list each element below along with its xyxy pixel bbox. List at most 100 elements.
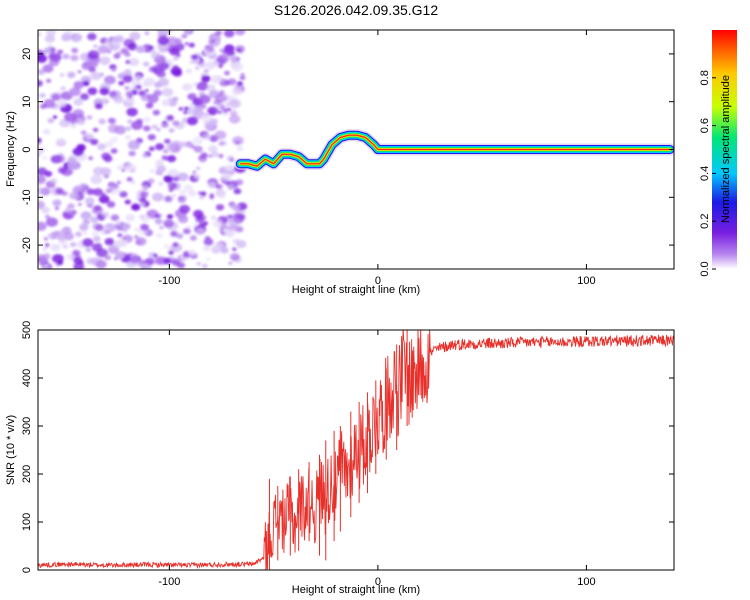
- noise-blob: [134, 235, 139, 239]
- noise-blob: [163, 175, 173, 183]
- noise-blob: [232, 136, 244, 146]
- noise-blob: [154, 218, 163, 225]
- y-tick-label: -20: [21, 237, 33, 253]
- colorbar-tick-label: 0.8: [699, 70, 711, 85]
- noise-blob: [204, 72, 209, 75]
- noise-blob: [77, 70, 82, 74]
- noise-blob: [220, 140, 227, 146]
- noise-blob: [210, 118, 218, 125]
- noise-blob: [181, 34, 188, 39]
- noise-blob: [161, 155, 169, 161]
- noise-blob: [171, 259, 181, 266]
- track-layer-6: [239, 134, 671, 167]
- noise-blob: [69, 192, 79, 200]
- noise-blob: [38, 80, 43, 87]
- noise-blob: [169, 47, 180, 56]
- noise-blob: [151, 124, 158, 130]
- noise-blob: [109, 91, 117, 97]
- noise-blob: [148, 252, 157, 259]
- noise-blob: [206, 84, 216, 92]
- chart-title: S126.2026.042.09.35.G12: [274, 2, 438, 18]
- noise-blob: [42, 155, 48, 160]
- noise-blob: [197, 214, 207, 222]
- snr-line: [38, 330, 674, 570]
- noise-blob: [41, 206, 50, 214]
- noise-blobs: [38, 30, 248, 269]
- noise-blob: [192, 136, 203, 145]
- noise-blob: [157, 36, 170, 46]
- noise-blob: [129, 31, 141, 41]
- noise-blob: [125, 135, 132, 140]
- noise-blob: [225, 164, 234, 172]
- noise-blob: [152, 192, 164, 202]
- noise-blob: [43, 47, 52, 54]
- y-tick-label: 400: [21, 369, 33, 387]
- noise-blob: [64, 112, 77, 123]
- noise-blob: [126, 177, 133, 182]
- noise-blob: [43, 98, 56, 109]
- noise-blob: [144, 89, 149, 92]
- noise-blob: [51, 93, 61, 101]
- y-tick-label: 100: [21, 513, 33, 531]
- noise-blob: [218, 153, 224, 159]
- noise-blob: [70, 121, 76, 125]
- noise-blob: [70, 242, 77, 248]
- noise-blob: [134, 74, 143, 81]
- noise-blob: [46, 78, 52, 83]
- noise-blob: [172, 242, 179, 247]
- noise-blob: [185, 30, 192, 33]
- noise-blob: [228, 261, 233, 265]
- noise-blob: [164, 196, 173, 202]
- colorbar-gradient: [712, 30, 737, 269]
- noise-blob: [126, 107, 138, 117]
- noise-blob: [178, 189, 187, 196]
- noise-blob: [80, 130, 87, 135]
- noise-blob: [168, 250, 174, 255]
- noise-blob: [108, 117, 117, 125]
- noise-blob: [77, 202, 82, 206]
- noise-blob: [135, 140, 140, 144]
- noise-blob: [233, 204, 241, 211]
- noise-blob: [99, 87, 110, 96]
- noise-blob: [62, 53, 70, 60]
- noise-blob: [62, 244, 68, 249]
- noise-blob: [87, 50, 100, 60]
- y-tick-label: 200: [21, 465, 33, 483]
- noise-blob: [140, 223, 149, 231]
- noise-blob: [207, 106, 219, 116]
- noise-blob: [222, 173, 232, 181]
- noise-blob: [139, 202, 145, 207]
- noise-blob: [231, 108, 236, 112]
- noise-blob: [83, 231, 87, 235]
- noise-blob: [90, 138, 99, 146]
- noise-blob: [166, 36, 178, 46]
- noise-blob: [135, 237, 147, 246]
- noise-blob: [210, 215, 217, 220]
- noise-blob: [93, 236, 101, 242]
- noise-blob: [46, 233, 54, 239]
- noise-blob: [116, 180, 121, 185]
- x-tick-label: 0: [375, 275, 381, 287]
- noise-blob: [183, 228, 191, 235]
- noise-blob: [82, 238, 94, 247]
- noise-blob: [147, 134, 156, 141]
- noise-blob: [99, 167, 112, 176]
- noise-blob: [164, 138, 171, 144]
- snr-y-ticks: 0 100 200 300 400 500: [21, 321, 674, 573]
- noise-blob: [214, 130, 227, 140]
- noise-blob: [142, 82, 149, 87]
- noise-blob: [183, 110, 188, 115]
- noise-blob: [177, 172, 189, 182]
- noise-blob: [229, 99, 241, 109]
- noise-blob: [178, 215, 189, 224]
- noise-blob: [178, 107, 184, 111]
- noise-blob: [140, 264, 152, 269]
- noise-blob: [86, 115, 93, 120]
- noise-blob: [162, 148, 169, 154]
- noise-blob: [79, 93, 89, 101]
- noise-blob: [231, 247, 237, 252]
- noise-blob: [43, 264, 49, 268]
- noise-blob: [194, 66, 200, 70]
- noise-blob: [208, 145, 218, 153]
